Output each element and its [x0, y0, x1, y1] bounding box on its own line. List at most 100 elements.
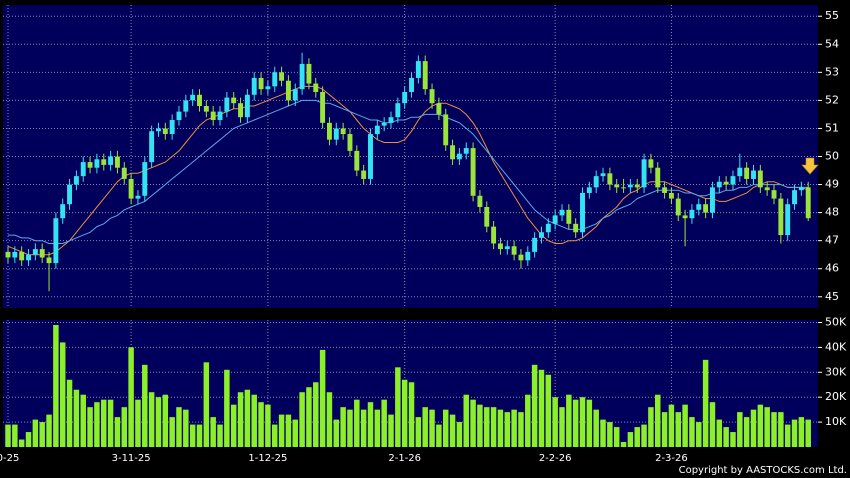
- candle-body: [272, 72, 278, 87]
- y-tick-label: 40K: [825, 340, 847, 353]
- volume-bar: [196, 424, 203, 447]
- candle-body: [580, 192, 585, 233]
- volume-bar: [46, 414, 52, 447]
- volume-bar: [347, 409, 353, 447]
- volume-bar: [12, 424, 18, 447]
- volume-bar: [620, 442, 627, 447]
- volume-bar: [723, 427, 729, 447]
- volume-bar: [128, 347, 134, 447]
- candle-body: [142, 162, 148, 196]
- candle-body: [491, 226, 497, 244]
- candle-body: [545, 223, 551, 233]
- volume-bar: [415, 417, 422, 447]
- volume-bar: [80, 394, 86, 447]
- volume-bar: [367, 402, 374, 447]
- candle-body: [388, 117, 394, 123]
- volume-bar: [436, 424, 442, 447]
- candle-body: [600, 173, 606, 177]
- candle-body: [244, 94, 250, 118]
- candle-body: [251, 77, 257, 95]
- candle-body: [381, 122, 387, 126]
- volume-bar: [771, 412, 777, 447]
- volume-bar: [641, 424, 647, 447]
- volume-bar: [737, 412, 743, 447]
- candle-body: [696, 204, 702, 210]
- candle-body: [162, 128, 168, 135]
- volume-bar: [66, 379, 73, 447]
- candle-body: [566, 209, 572, 224]
- volume-bar: [148, 392, 155, 447]
- candle-body: [53, 218, 59, 264]
- y-tick-label: 50: [825, 150, 839, 163]
- candle-body: [477, 195, 483, 207]
- candle-body: [313, 83, 319, 92]
- y-tick-label: 47: [825, 234, 839, 247]
- volume-bar: [278, 414, 285, 447]
- volume-bar: [374, 409, 381, 447]
- candle-body: [484, 207, 490, 227]
- y-tick-label: 55: [825, 9, 839, 22]
- y-tick-label: 20K: [825, 390, 847, 403]
- candle-body: [463, 148, 469, 154]
- x-tick-label: 1-12-25: [248, 453, 287, 464]
- candle-body: [67, 184, 73, 205]
- volume-bar: [32, 419, 39, 447]
- x-tick-label: 2-2-26: [539, 453, 572, 464]
- y-tick-label: 52: [825, 93, 839, 106]
- candle-body: [689, 209, 695, 219]
- volume-bar: [265, 404, 271, 447]
- volume-bar: [668, 404, 675, 447]
- volume-bar: [25, 432, 32, 447]
- x-tick-label: 2-1-26: [388, 453, 421, 464]
- candle-body: [395, 103, 401, 118]
- volume-bar: [613, 427, 620, 447]
- candle-body: [730, 176, 736, 185]
- candle-body: [778, 198, 784, 236]
- volume-bar: [593, 409, 599, 447]
- candle-body: [128, 178, 134, 199]
- volume-bar: [586, 399, 593, 447]
- volume-bar: [162, 394, 169, 447]
- candle-body: [607, 173, 613, 185]
- candle-body: [12, 251, 18, 258]
- candle-body: [518, 254, 524, 261]
- candle-body: [60, 204, 66, 219]
- candle-body: [347, 134, 353, 151]
- candle-body: [5, 251, 11, 258]
- candle-body: [87, 162, 93, 168]
- candle-body: [320, 91, 326, 123]
- candle-body: [258, 77, 264, 90]
- volume-bar: [39, 422, 45, 447]
- volume-bar: [299, 392, 305, 447]
- candle-body: [32, 249, 38, 255]
- candle-body: [231, 97, 237, 104]
- candle-body: [354, 150, 360, 171]
- volume-bar: [87, 407, 93, 447]
- volume-bar: [121, 407, 128, 447]
- volume-bar: [511, 409, 517, 447]
- candle-body: [279, 72, 285, 81]
- candle-body: [108, 156, 114, 165]
- candle-body: [764, 187, 770, 191]
- candle-body: [368, 134, 373, 179]
- volume-bar: [230, 404, 237, 447]
- volume-bar: [285, 414, 292, 447]
- volume-bar: [627, 432, 634, 447]
- volume-bar: [319, 349, 326, 447]
- volume-bar: [224, 369, 230, 447]
- volume-bar: [477, 404, 483, 447]
- volume-bar: [497, 409, 504, 447]
- candle-body: [374, 125, 380, 135]
- volume-bar: [696, 422, 702, 447]
- candle-body: [415, 61, 421, 78]
- candle-body: [409, 77, 414, 92]
- candle-body: [197, 94, 202, 106]
- candle-body: [73, 176, 79, 185]
- volume-bar: [689, 417, 695, 447]
- candle-body: [648, 159, 654, 168]
- y-tick-label: 10K: [825, 415, 847, 428]
- candle-body: [662, 187, 668, 193]
- price-panel: [3, 5, 818, 308]
- volume-bar: [682, 404, 688, 447]
